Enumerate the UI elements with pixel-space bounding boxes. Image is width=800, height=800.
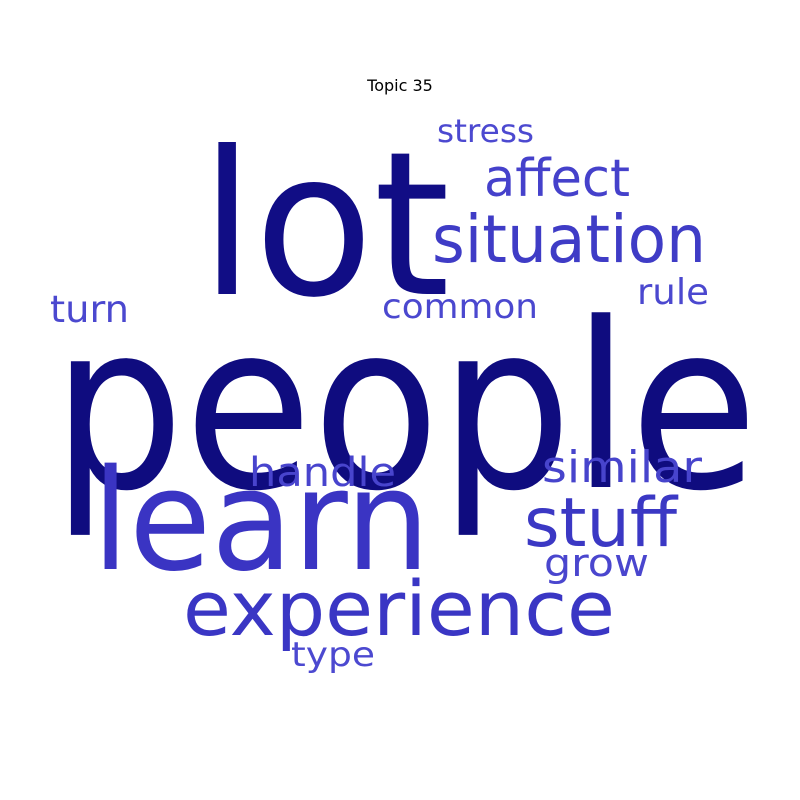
word-similar: similar	[542, 442, 703, 493]
word-turn: turn	[50, 288, 129, 331]
word-lot: lot	[200, 109, 450, 342]
word-stuff: stuff	[524, 484, 679, 563]
word-rule: rule	[637, 272, 709, 313]
word-grow: grow	[544, 541, 649, 585]
word-handle: handle	[249, 450, 396, 496]
word-stress: stress	[437, 112, 534, 150]
word-experience: experience	[183, 564, 615, 653]
word-affect: affect	[484, 149, 630, 209]
word-common: common	[382, 287, 538, 327]
figure-title: Topic 35	[367, 76, 433, 95]
word-learn: learn	[92, 440, 430, 603]
word-type: type	[291, 635, 375, 675]
word-situation: situation	[432, 201, 706, 278]
word-people: people	[52, 275, 758, 542]
